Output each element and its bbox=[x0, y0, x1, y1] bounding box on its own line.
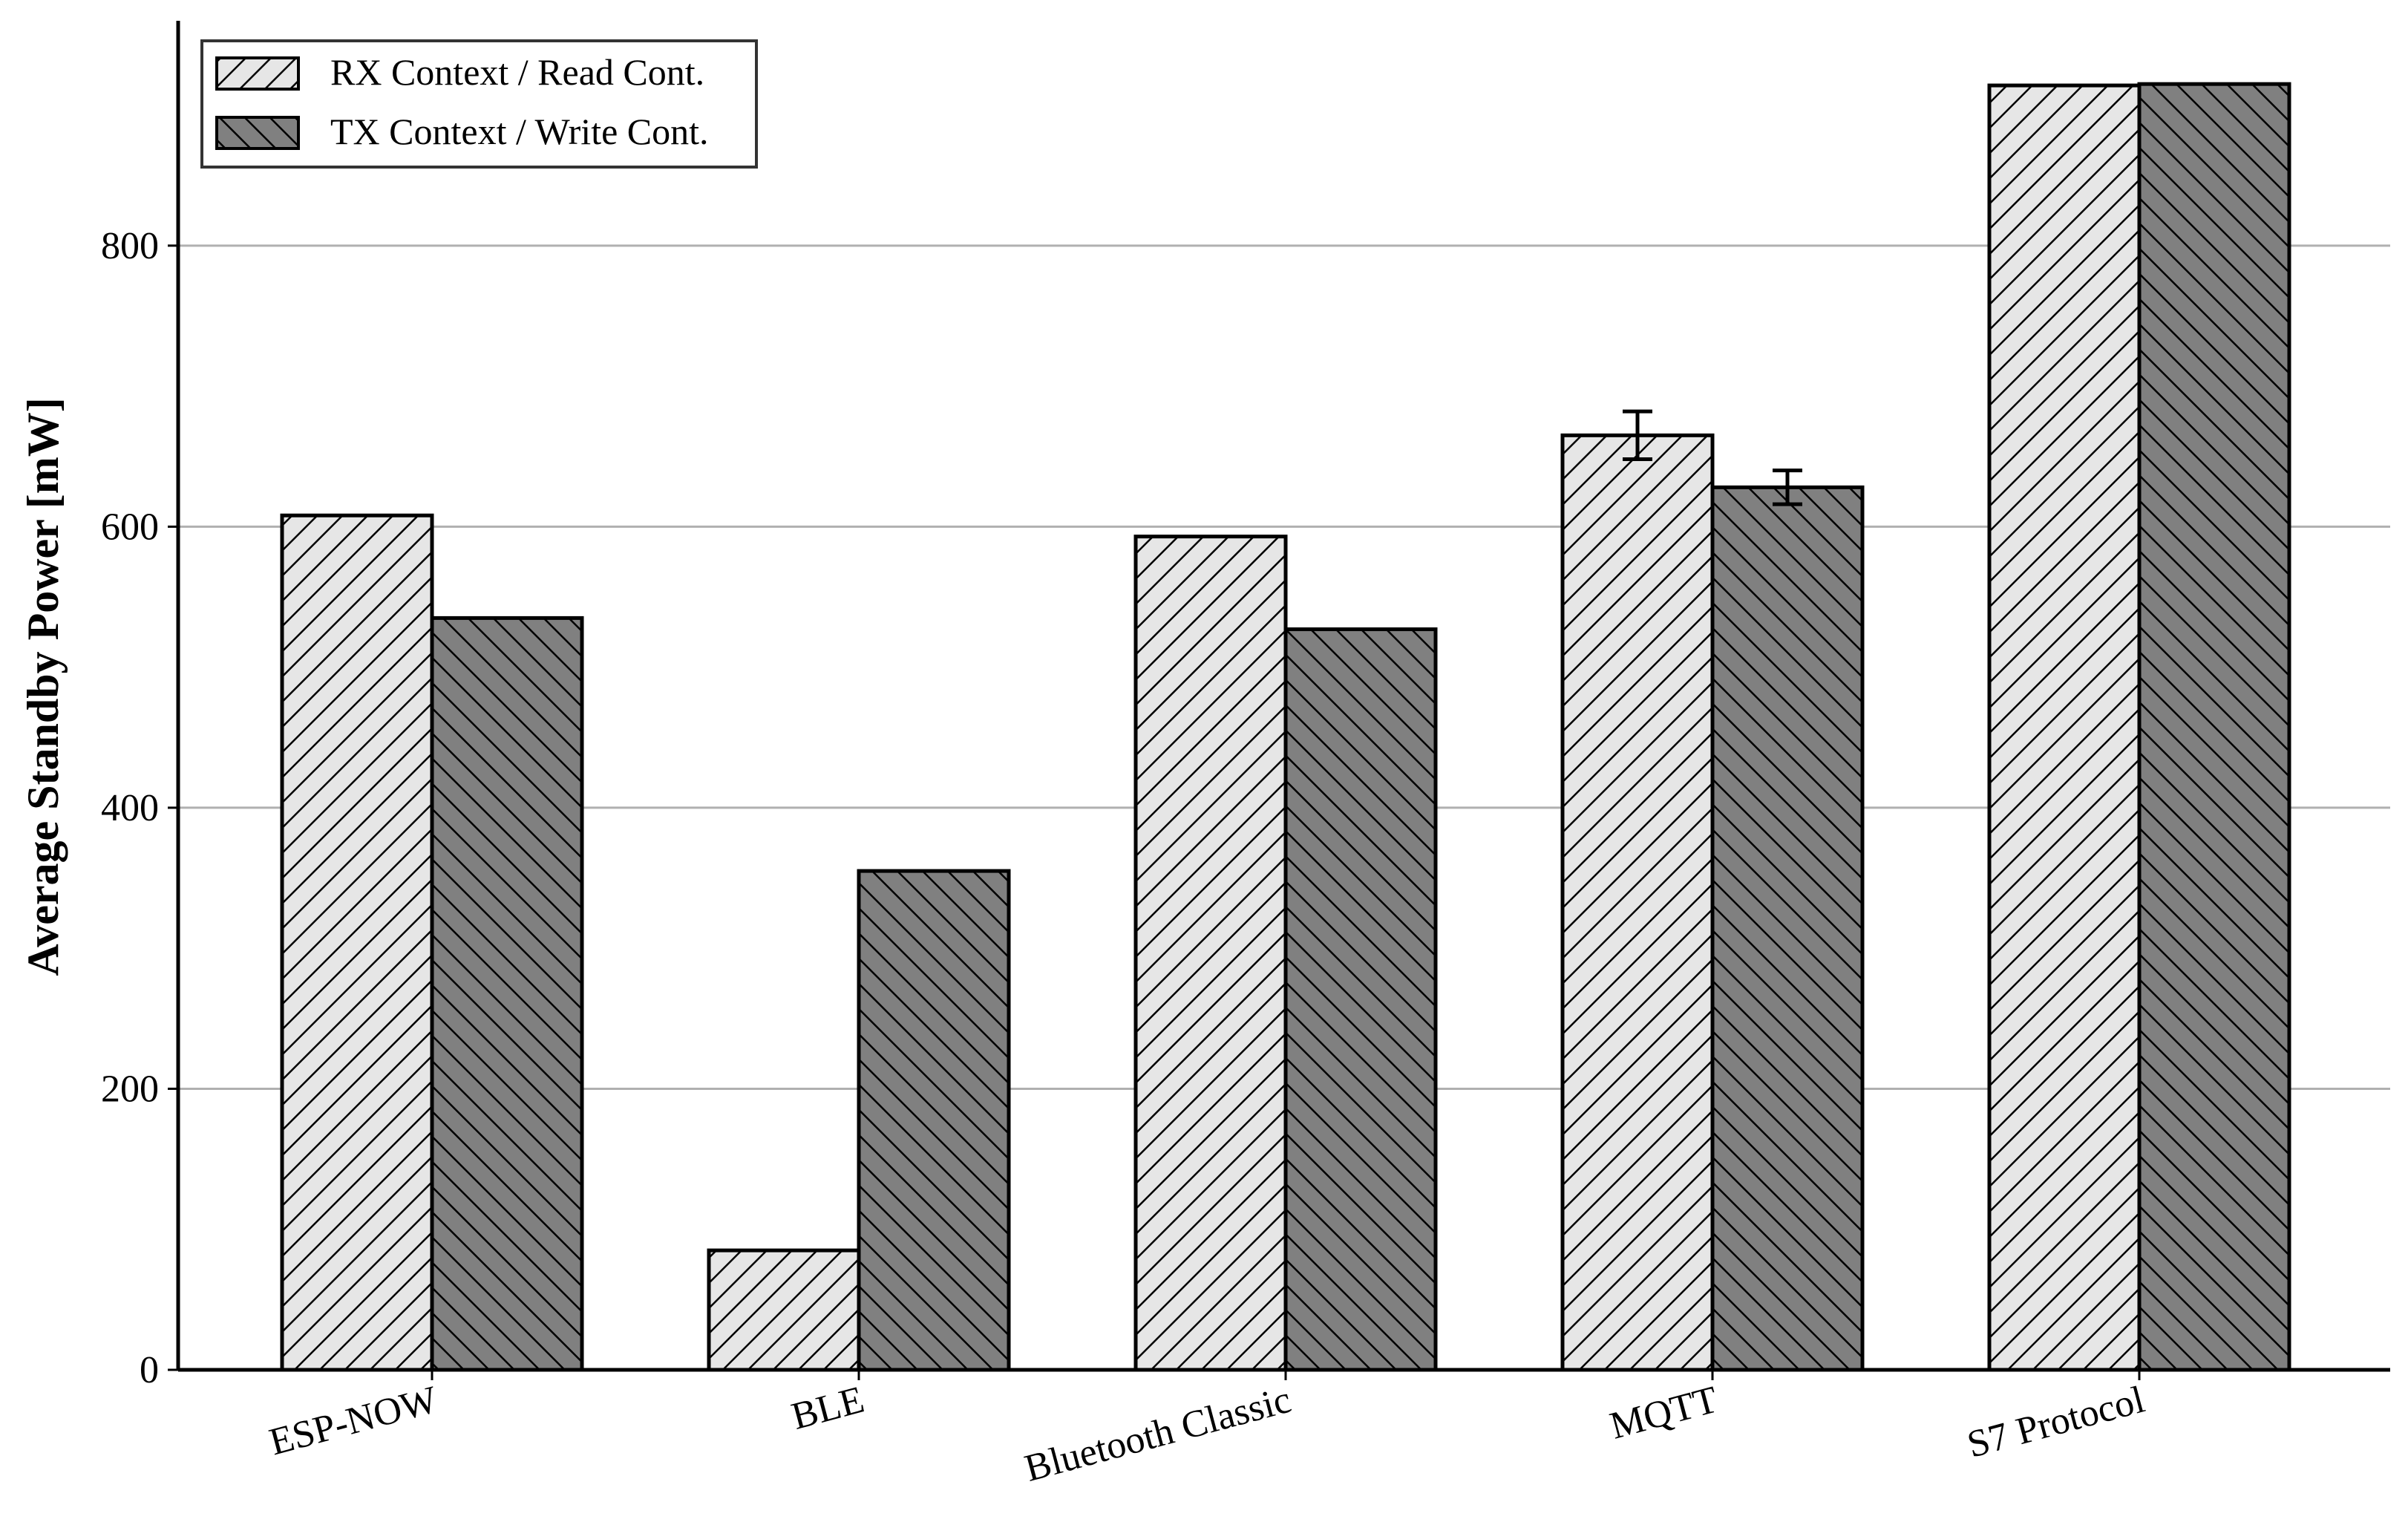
legend: RX Context / Read Cont. TX Context / Writ… bbox=[200, 39, 758, 169]
bar-rx-4 bbox=[1987, 83, 2142, 1372]
x-tick-label: ESP-NOW bbox=[265, 1379, 442, 1464]
bar-rx-3 bbox=[1560, 433, 1715, 1372]
legend-swatch bbox=[215, 56, 300, 91]
bar-rx-1 bbox=[707, 1248, 861, 1372]
y-axis-title: Average Standby Power [mW] bbox=[19, 397, 68, 976]
x-tick-label: MQTT bbox=[1606, 1379, 1722, 1448]
y-tick-label: 600 bbox=[101, 506, 159, 548]
y-tick-label: 800 bbox=[101, 225, 159, 267]
bars bbox=[280, 82, 2291, 1372]
bar-tx-4 bbox=[2137, 82, 2291, 1372]
bar-tx-2 bbox=[1283, 627, 1438, 1372]
bar-tx-1 bbox=[857, 869, 1011, 1372]
y-tick-label: 200 bbox=[101, 1068, 159, 1110]
y-tick-label: 400 bbox=[101, 787, 159, 829]
y-tick-label: 0 bbox=[140, 1349, 159, 1391]
x-tick-label: Bluetooth Classic bbox=[1021, 1379, 1296, 1490]
bar-tx-3 bbox=[1710, 485, 1865, 1372]
x-tick-label: S7 Protocol bbox=[1963, 1379, 2150, 1466]
bar-tx-0 bbox=[430, 615, 584, 1372]
bar-rx-0 bbox=[280, 513, 434, 1372]
legend-label: TX Context / Write Cont. bbox=[330, 111, 709, 152]
bar-rx-2 bbox=[1133, 535, 1288, 1372]
legend-label: RX Context / Read Cont. bbox=[330, 51, 704, 93]
x-tick-label: BLE bbox=[787, 1379, 868, 1438]
legend-swatch bbox=[215, 116, 300, 150]
axes bbox=[168, 21, 2390, 1380]
error-bars bbox=[1623, 409, 1802, 506]
